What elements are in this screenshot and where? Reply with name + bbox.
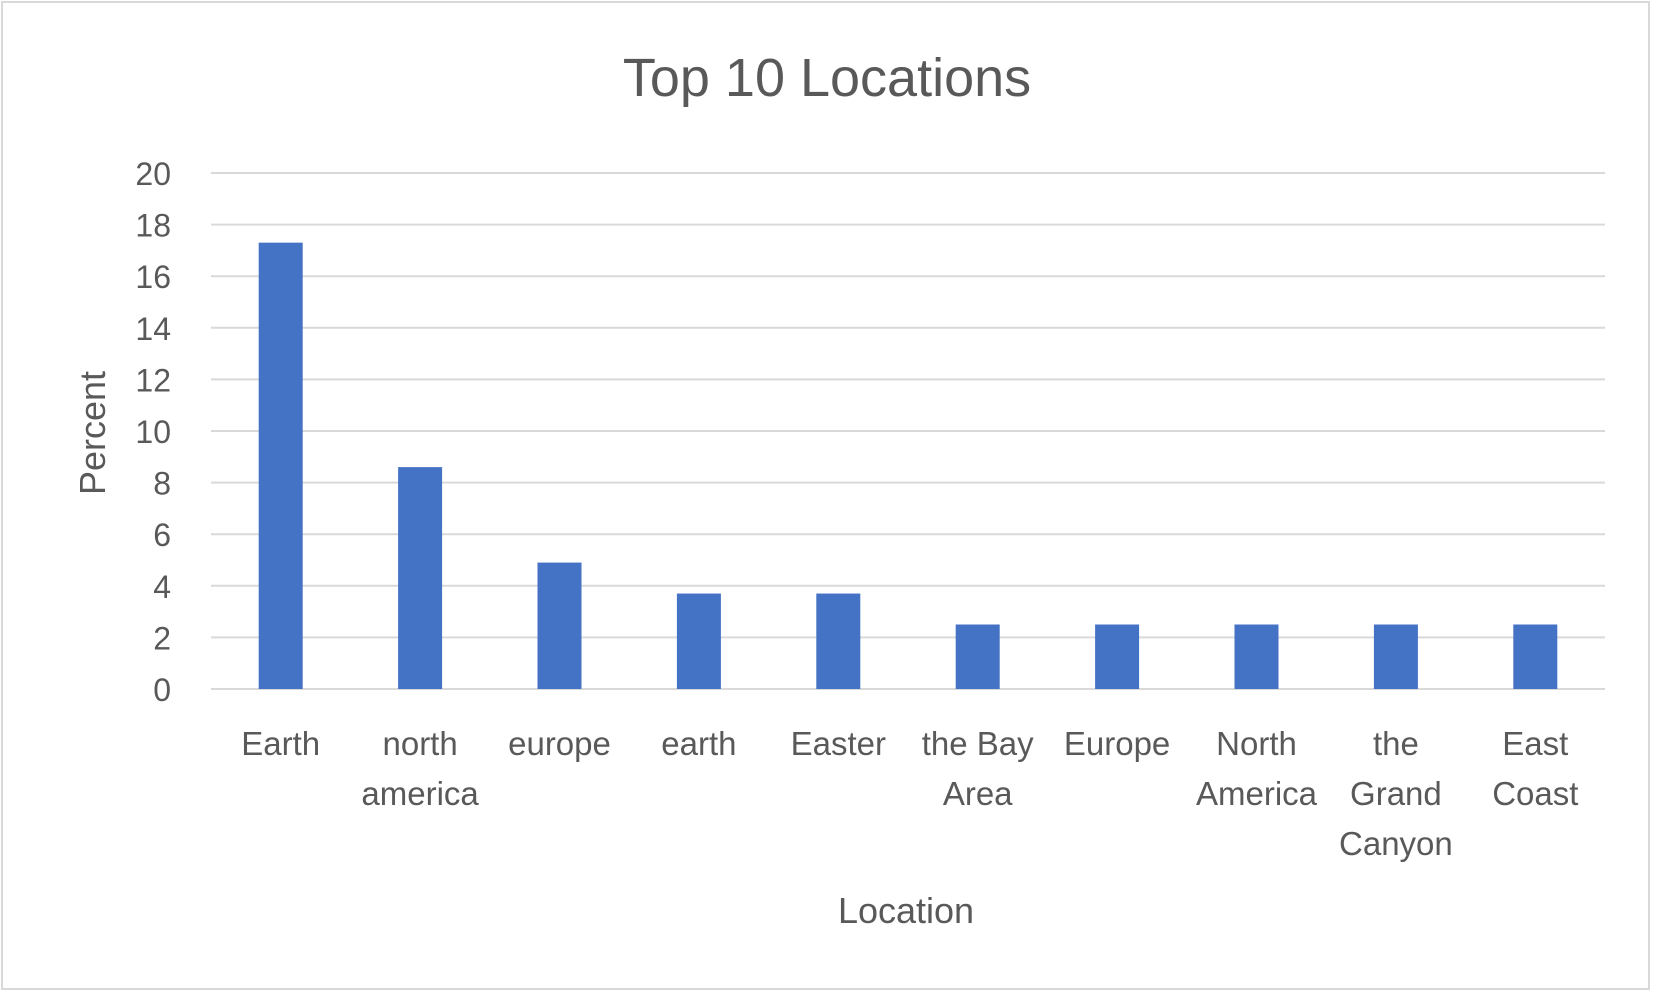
x-tick-label: Europe (1064, 725, 1170, 762)
y-tick-label: 12 (135, 362, 171, 398)
bar-chart: Top 10 Locations 0 2 4 6 8 10 12 14 16 18 20 Earth… (72, 48, 1605, 931)
bars (258, 242, 1558, 689)
y-tick-label: 4 (153, 569, 171, 605)
x-tick-label: Earth (241, 725, 320, 762)
bar (258, 242, 303, 689)
bar (676, 593, 721, 689)
bar (537, 562, 582, 689)
x-tick-label: East Coast (1492, 725, 1578, 812)
gridlines (211, 172, 1605, 690)
x-axis-title: Location (838, 890, 974, 931)
x-tick-label: Easter (791, 725, 886, 762)
x-tick-label: North America (1196, 725, 1318, 812)
bar (398, 467, 443, 689)
bar (955, 624, 1000, 689)
y-tick-label: 16 (135, 259, 171, 295)
bar (1234, 624, 1279, 689)
y-tick-label: 6 (153, 517, 171, 553)
x-axis-tick-labels: Earth north america europe earth Easter the Ba… (241, 725, 1578, 862)
y-tick-label: 14 (135, 311, 171, 347)
y-tick-label: 8 (153, 466, 171, 502)
y-tick-label: 0 (153, 672, 171, 708)
y-tick-label: 18 (135, 208, 171, 244)
bar (816, 593, 861, 689)
x-tick-label: earth (661, 725, 736, 762)
bar (1513, 624, 1558, 689)
x-tick-label: the Bay Area (922, 725, 1034, 812)
y-tick-label: 10 (135, 414, 171, 450)
x-tick-label: the Grand Canyon (1339, 725, 1453, 862)
bar (1373, 624, 1418, 689)
y-axis-title: Percent (72, 371, 113, 495)
x-tick-label: north america (361, 725, 479, 812)
chart-title: Top 10 Locations (623, 48, 1031, 108)
y-axis-tick-labels: 0 2 4 6 8 10 12 14 16 18 20 (135, 156, 171, 708)
y-tick-label: 20 (135, 156, 171, 192)
y-tick-label: 2 (153, 620, 171, 656)
x-tick-label: europe (508, 725, 611, 762)
bar (1095, 624, 1140, 689)
